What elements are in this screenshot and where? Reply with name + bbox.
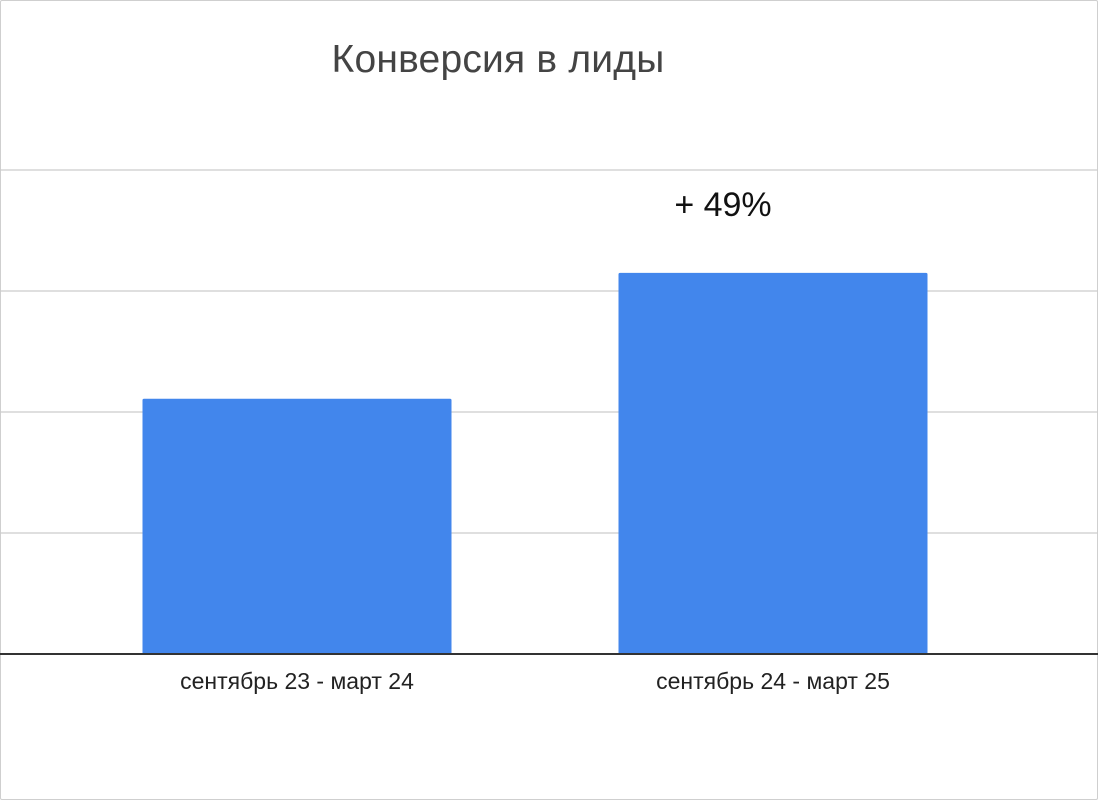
bars xyxy=(142,272,928,654)
x-tick-label: сентябрь 24 - март 25 xyxy=(656,668,890,694)
growth-annotation: + 49% xyxy=(674,186,771,224)
bar-2 xyxy=(618,272,928,654)
x-tick-label: сентябрь 23 - март 24 xyxy=(180,668,414,694)
labels: сентябрь 23 - март 24 сентябрь 24 - март … xyxy=(180,186,890,694)
bar-1 xyxy=(142,398,452,654)
chart-title: Конверсия в лиды xyxy=(331,38,665,81)
